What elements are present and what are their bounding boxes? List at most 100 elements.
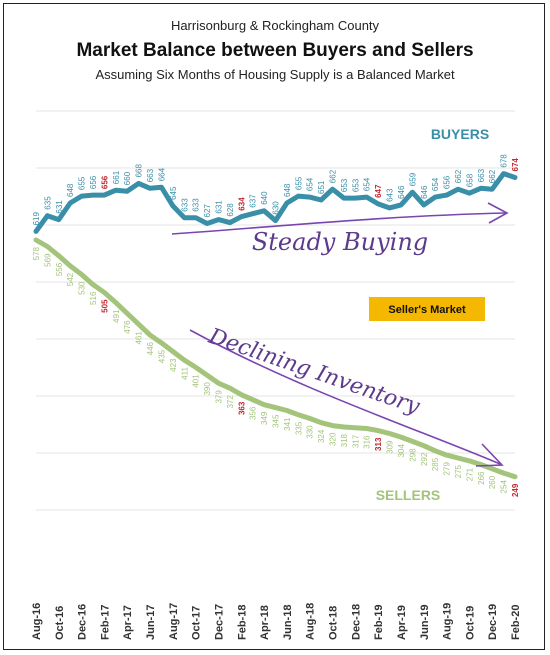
data-label: 663 [477,168,486,182]
data-label: 446 [146,341,155,355]
data-label: 628 [226,203,235,217]
x-tick-label: Jun-17 [145,605,157,640]
data-label: 349 [260,411,269,425]
data-label: 341 [283,417,292,431]
data-label: 654 [306,177,315,191]
x-tick-label: Apr-18 [259,605,271,640]
series-line-sellers [33,237,518,480]
data-label: 317 [351,434,360,448]
declining-arrow-head [475,443,504,467]
data-label: 662 [488,169,497,183]
data-label: 619 [32,212,41,226]
data-label: 271 [465,467,474,481]
data-label: 631 [215,200,224,214]
series-name-buyers: BUYERS [431,126,489,142]
data-label: 569 [43,253,52,267]
steady-arrow [171,212,506,235]
data-label: 633 [192,198,201,212]
data-label: 335 [294,421,303,435]
data-label: 390 [203,382,212,396]
data-label: 645 [169,186,178,200]
chart-subtitle: Assuming Six Months of Housing Supply is… [95,67,455,82]
x-tick-label: Feb-17 [99,605,111,640]
data-label: 318 [340,433,349,447]
data-label: 401 [192,374,201,388]
x-tick-label: Jun-18 [282,605,294,640]
x-tick-label: Oct-17 [191,606,203,640]
data-label: 356 [249,406,258,420]
series-line-buyers [33,171,518,234]
data-label: 324 [317,429,326,443]
data-label: 372 [226,395,235,409]
data-label: 435 [158,349,167,363]
data-label: 249 [511,483,520,497]
data-label: 634 [237,197,246,211]
chart-title: Market Balance between Buyers and Seller… [76,40,474,61]
data-label: 678 [500,154,509,168]
x-tick-label: Dec-19 [487,604,499,640]
x-tick-label: Feb-20 [510,605,522,640]
data-label: 530 [78,281,87,295]
data-label: 653 [351,178,360,192]
data-label: 316 [363,435,372,449]
data-label: 411 [180,367,189,380]
data-label: 637 [249,194,258,208]
data-label: 461 [135,331,144,345]
sellers-market-label: Seller's Market [388,304,466,316]
data-label: 423 [169,358,178,372]
data-label: 275 [454,464,463,478]
data-label: 320 [329,432,338,446]
data-label: 651 [317,180,326,194]
series-name-sellers: SELLERS [376,487,441,503]
data-label: 345 [272,414,281,428]
data-label: 656 [89,175,98,189]
data-label: 630 [272,201,281,215]
data-label: 285 [431,457,440,471]
x-tick-label: Aug-17 [168,603,180,640]
x-tick-label: Jun-19 [419,605,431,640]
data-label: 266 [477,471,486,485]
data-label: 662 [454,169,463,183]
data-label: 635 [43,196,52,210]
data-label: 663 [146,168,155,182]
data-label: 298 [408,448,417,462]
data-label: 654 [431,177,440,191]
sellers-market-box [369,297,485,321]
data-label: 578 [32,246,41,260]
data-label: 516 [89,291,98,305]
x-tick-label: Aug-18 [305,603,317,640]
data-label: 654 [363,177,372,191]
data-label: 661 [112,170,121,184]
data-label: 631 [55,200,64,214]
data-label: 292 [420,452,429,466]
data-label: 656 [443,175,452,189]
data-label: 648 [283,183,292,197]
data-label: 363 [237,401,246,415]
steady-buying-annotation: Steady Buying [252,228,428,256]
data-label: 476 [123,320,132,334]
data-label: 260 [488,475,497,489]
data-label: 491 [112,309,121,323]
data-label: 313 [374,437,383,451]
x-tick-label: Dec-18 [350,604,362,640]
data-label: 646 [420,185,429,199]
x-tick-label: Apr-17 [122,605,134,640]
x-tick-label: Feb-18 [236,605,248,640]
x-tick-label: Aug-16 [31,603,43,640]
x-tick-label: Apr-19 [396,605,408,640]
data-label: 330 [306,425,315,439]
data-label: 309 [386,440,395,454]
data-label: 633 [180,198,189,212]
data-label: 646 [397,185,406,199]
data-label: 648 [66,183,75,197]
x-tick-label: Feb-19 [373,605,385,640]
declining-arrow [189,329,501,465]
data-label: 658 [465,173,474,187]
x-tick-label: Dec-16 [77,604,89,640]
data-label: 542 [66,272,75,286]
data-label: 379 [215,390,224,404]
x-tick-label: Dec-17 [214,604,226,640]
data-label: 653 [340,178,349,192]
data-label: 660 [123,171,132,185]
